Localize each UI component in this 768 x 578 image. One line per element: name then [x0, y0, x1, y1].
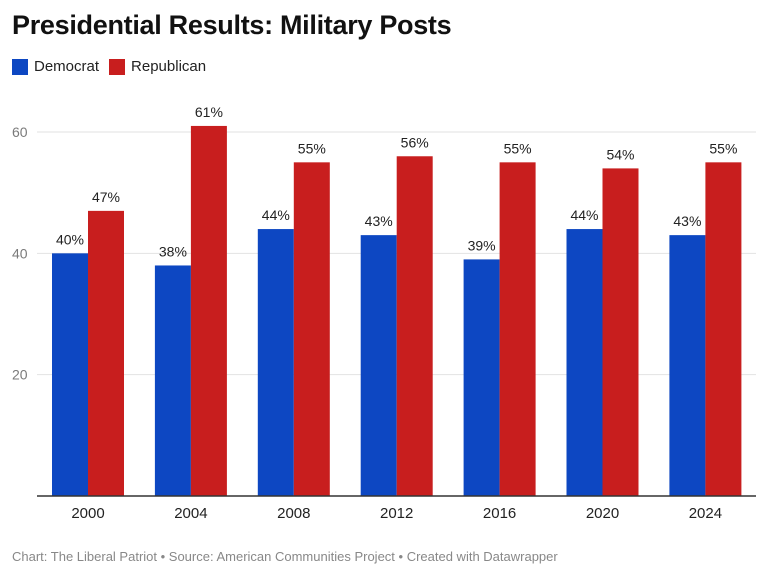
data-label-democrat-2016: 39%: [468, 237, 496, 253]
data-label-republican-2020: 54%: [606, 146, 634, 162]
data-label-democrat-2008: 44%: [262, 207, 290, 223]
bar-republican-2000: [88, 210, 124, 496]
x-tick-label-2000: 2000: [71, 505, 104, 522]
bar-republican-2020: [602, 168, 639, 496]
legend: Democrat Republican: [12, 58, 206, 75]
chart-title: Presidential Results: Military Posts: [12, 10, 452, 40]
y-tick-label: 60: [12, 124, 28, 140]
bar-democrat-2024: [669, 235, 706, 496]
x-tick-label-2024: 2024: [689, 505, 722, 522]
legend-swatch-republican: [109, 58, 126, 75]
x-tick-label-2012: 2012: [380, 505, 413, 522]
legend-item-republican: Republican: [109, 58, 206, 75]
data-label-republican-2000: 47%: [92, 189, 120, 205]
legend-label-democrat: Democrat: [34, 58, 100, 75]
bar-democrat-2016: [463, 259, 500, 496]
data-label-democrat-2004: 38%: [159, 243, 187, 259]
bar-republican-2012: [396, 156, 433, 496]
data-label-republican-2016: 55%: [504, 140, 532, 156]
data-label-democrat-2000: 40%: [56, 231, 84, 247]
y-tick-label: 20: [12, 367, 28, 383]
bar-democrat-2012: [360, 235, 397, 496]
data-label-republican-2012: 56%: [401, 134, 429, 150]
x-tick-label-2020: 2020: [586, 505, 619, 522]
bar-republican-2024: [705, 162, 742, 497]
bar-democrat-2020: [566, 229, 603, 497]
bar-republican-2016: [499, 162, 536, 497]
x-tick-label-2016: 2016: [483, 505, 516, 522]
bar-democrat-2008: [257, 229, 294, 497]
data-label-republican-2024: 55%: [709, 140, 737, 156]
bar-republican-2004: [190, 125, 227, 496]
data-label-democrat-2012: 43%: [365, 213, 393, 229]
x-tick-label-2004: 2004: [174, 505, 207, 522]
x-tick-label-2008: 2008: [277, 505, 310, 522]
bar-democrat-2000: [52, 253, 88, 496]
data-label-republican-2008: 55%: [298, 140, 326, 156]
data-label-republican-2004: 61%: [195, 104, 223, 120]
legend-item-democrat: Democrat: [12, 58, 99, 75]
legend-label-republican: Republican: [131, 58, 207, 75]
data-label-democrat-2024: 43%: [673, 213, 701, 229]
bar-democrat-2004: [154, 265, 191, 496]
bar-republican-2008: [293, 162, 330, 497]
y-tick-label: 40: [12, 245, 28, 261]
data-label-democrat-2020: 44%: [570, 207, 598, 223]
legend-swatch-democrat: [12, 58, 28, 75]
chart-footer: Chart: The Liberal Patriot • Source: Ame…: [12, 549, 558, 564]
